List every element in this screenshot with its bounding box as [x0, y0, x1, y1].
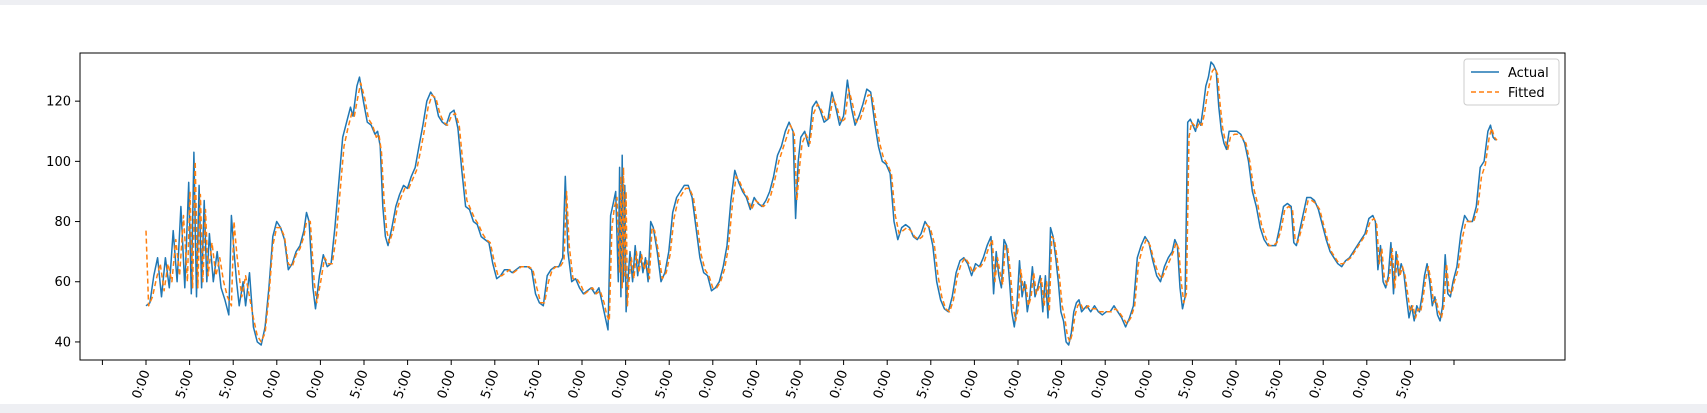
window-bottom-strip	[0, 404, 1707, 413]
x-tick-label: 0:00	[609, 368, 633, 401]
y-tick-label: 40	[54, 335, 71, 350]
legend-box	[1463, 58, 1560, 106]
x-tick-label: 0:00	[1220, 368, 1244, 401]
x-tick-label: 5:00	[1176, 368, 1200, 401]
x-tick-label: 5:00	[391, 368, 415, 401]
x-tick-label: 5:00	[478, 368, 502, 401]
legend-label-fitted: Fitted	[1508, 86, 1545, 101]
y-tick-label: 80	[54, 215, 71, 230]
x-tick-label: 0:00	[1002, 368, 1026, 401]
x-tick-label: 5:00	[1394, 368, 1418, 401]
series-line-actual	[145, 61, 1497, 346]
window-top-strip	[0, 0, 1707, 5]
y-tick-label: 60	[54, 275, 71, 290]
x-tick-label: 5:00	[914, 368, 938, 401]
x-tick-label: 0:00	[260, 368, 284, 401]
x-tick-label: 0:00	[130, 368, 154, 401]
legend-label-actual: Actual	[1508, 66, 1549, 81]
legend: Actual Fitted	[1463, 58, 1560, 106]
y-tick-label: 100	[46, 155, 71, 170]
x-tick-label: 5:00	[784, 368, 808, 401]
x-tick-label: 0:00	[696, 368, 720, 401]
x-tick-label: 5:00	[173, 368, 197, 401]
x-tick-label: 0:00	[871, 368, 895, 401]
x-tick-label: 5:00	[522, 368, 546, 401]
x-tick-label: 0:00	[1089, 368, 1113, 401]
x-tick-label: 0:00	[827, 368, 851, 401]
series-layer	[145, 61, 1498, 346]
x-axis: 0:00 5:00 5:00 0:00 0:00 5:00 5:00 0:00 5:00 5:00…	[101, 360, 1455, 401]
x-tick-label: 5:00	[217, 368, 241, 401]
x-tick-label: 0:00	[958, 368, 982, 401]
x-tick-label: 5:00	[1045, 368, 1069, 401]
x-tick-label: 0:00	[566, 368, 590, 401]
y-tick-label: 120	[46, 95, 71, 110]
x-tick-label: 0:00	[435, 368, 459, 401]
series-line-fitted	[145, 67, 1498, 343]
x-tick-label: 5:00	[1263, 368, 1287, 401]
x-tick-label: 0:00	[1132, 368, 1156, 401]
plot-area-frame	[79, 52, 1566, 361]
line-chart: 40 60 80 100 120 0:00 5:00 5:00 0:00 0:00 5:00 5:0…	[46, 52, 1566, 401]
x-tick-label: 0:00	[740, 368, 764, 401]
x-tick-label: 0:00	[1307, 368, 1331, 401]
x-tick-label: 0:00	[1350, 368, 1374, 401]
x-tick-label: 5:00	[348, 368, 372, 401]
y-axis: 40 60 80 100 120	[46, 95, 80, 350]
x-tick-label: 5:00	[653, 368, 677, 401]
x-tick-label: 0:00	[304, 368, 328, 401]
